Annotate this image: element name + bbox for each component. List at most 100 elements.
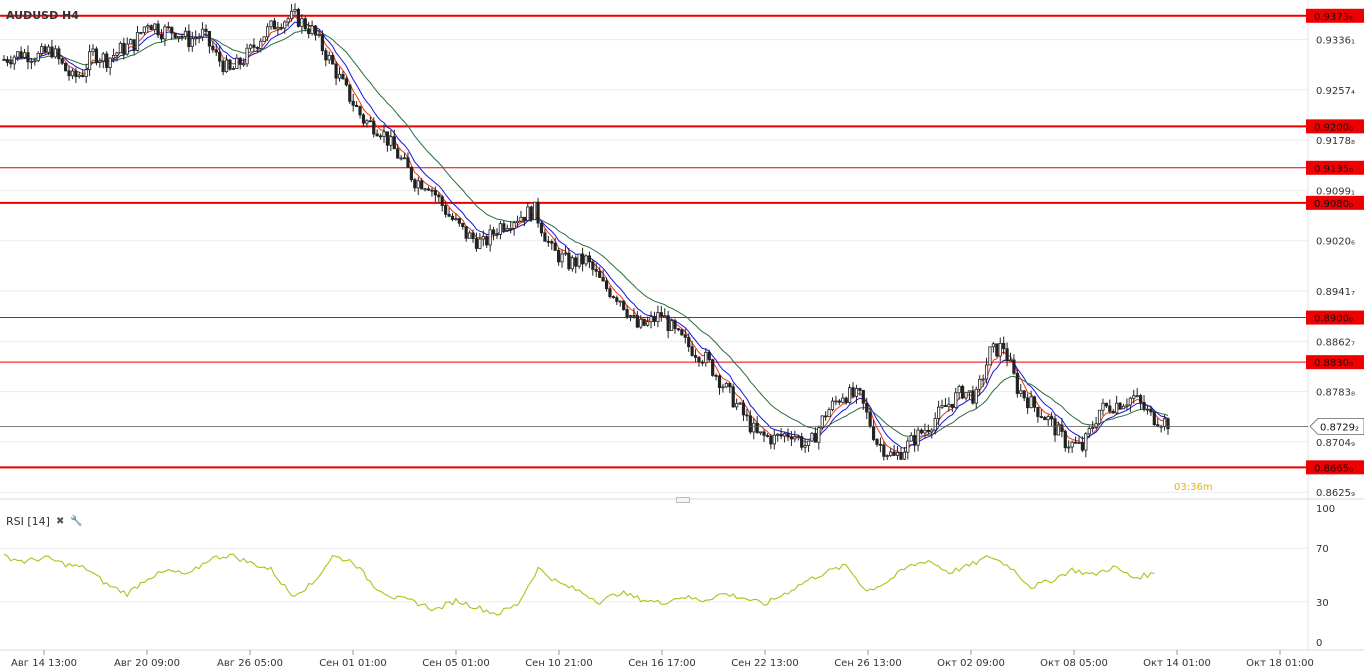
candle [228, 58, 232, 71]
candle-body [700, 361, 705, 364]
candle [882, 441, 886, 461]
candle-body [70, 70, 75, 77]
candle [173, 32, 177, 40]
candle [382, 124, 386, 144]
candle-body [317, 34, 321, 36]
panel-resize-handle[interactable] [676, 497, 690, 503]
candle [361, 113, 366, 128]
candle-body [153, 23, 157, 31]
candle-body [577, 253, 581, 267]
candle-body [738, 402, 742, 405]
candle-body [378, 135, 383, 138]
candle-body [1145, 408, 1150, 411]
candle [1012, 354, 1016, 375]
candle [680, 328, 684, 336]
candle [806, 440, 811, 452]
candle [399, 155, 403, 161]
candle-body [94, 48, 99, 63]
candle-body [584, 255, 588, 265]
level-tag [1306, 460, 1364, 475]
candle [782, 432, 787, 443]
candle [909, 432, 913, 442]
candle [378, 133, 383, 140]
candle-body [711, 359, 715, 376]
candle-body [971, 390, 975, 404]
candle-body [919, 429, 924, 434]
candle [105, 51, 109, 73]
y-tick-label: 0.8941₇ [1316, 287, 1355, 298]
candle-body [36, 53, 40, 62]
candle [423, 187, 427, 192]
candle-body [1149, 408, 1153, 413]
time-label: Сен 26 13:00 [834, 658, 902, 669]
candle [447, 207, 451, 218]
candle [1063, 429, 1067, 452]
candle [1005, 342, 1009, 367]
candle-body [618, 300, 622, 303]
candle [351, 93, 355, 112]
candle [389, 130, 393, 152]
candle [543, 229, 547, 242]
candle-body [365, 120, 369, 124]
candle-body [782, 433, 787, 437]
candle [895, 446, 900, 460]
candle [752, 418, 756, 440]
time-label: Сен 05 01:00 [422, 658, 490, 669]
candle-body [16, 51, 20, 58]
candle [700, 359, 705, 367]
candle-body [50, 46, 54, 58]
candle [505, 224, 509, 233]
candle [324, 47, 328, 67]
candle [728, 382, 732, 394]
candle-body [461, 222, 465, 228]
candle-body [1070, 441, 1074, 448]
candle-body [118, 42, 122, 54]
candle [444, 200, 448, 218]
candle-body [974, 388, 978, 404]
candle [211, 41, 215, 53]
wrench-icon[interactable]: 🔧 [70, 516, 83, 527]
candle [981, 374, 985, 387]
candle [365, 119, 369, 128]
candle-body [115, 52, 119, 56]
rsi-tick-label: 70 [1316, 544, 1329, 555]
candle [481, 230, 485, 247]
candle-body [991, 343, 996, 348]
level-tag [1306, 8, 1364, 23]
candle [467, 230, 472, 239]
candle-body [296, 8, 301, 27]
candle-body [601, 277, 605, 282]
candle-body [12, 56, 16, 65]
candle [844, 396, 848, 405]
candle [478, 233, 482, 250]
candle [611, 295, 615, 299]
candle-body [735, 403, 739, 408]
candle-body [769, 435, 773, 445]
candle-body [995, 343, 999, 357]
candle [149, 24, 153, 31]
candle [563, 246, 568, 256]
level-lines[interactable]: 0.9373₅ 0.9200₀ 0.9135₀ 0.9080₀ 0.8900₀ 0.883… [0, 8, 1364, 475]
candle-body [628, 315, 633, 318]
candle-body [146, 25, 150, 28]
candle [396, 144, 400, 159]
candle [334, 61, 338, 86]
candle-body [998, 342, 1002, 357]
candle-body [1015, 372, 1019, 394]
candle-body [858, 388, 862, 391]
candle-body [310, 25, 314, 35]
candle-body [242, 63, 246, 66]
candle [512, 220, 516, 236]
time-label: Окт 08 05:00 [1040, 658, 1108, 669]
candle [81, 69, 85, 78]
candle [687, 333, 691, 352]
close-icon[interactable]: ✖ [55, 516, 65, 527]
candle [577, 253, 581, 269]
candle [358, 105, 362, 119]
candle [125, 37, 129, 56]
candle [906, 437, 910, 460]
time-label: Окт 18 01:00 [1246, 658, 1314, 669]
candle-body [656, 312, 660, 322]
candle-body [752, 422, 756, 433]
